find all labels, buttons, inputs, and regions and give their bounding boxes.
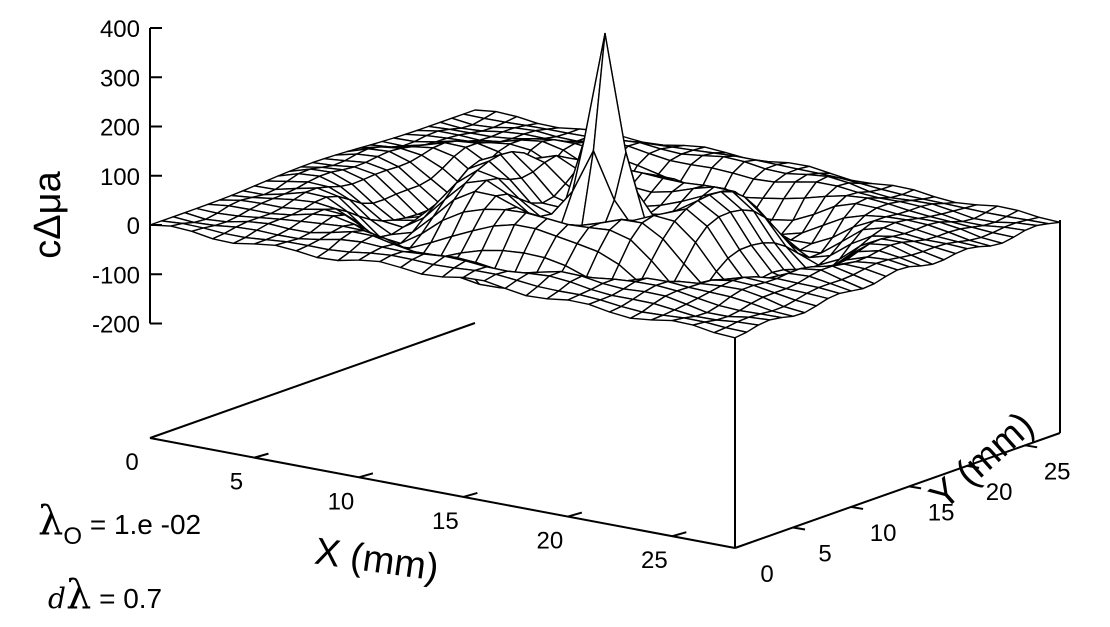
x-tick-mark xyxy=(672,531,687,538)
y-tick-label: 5 xyxy=(818,540,831,567)
y-tick-mark xyxy=(792,526,806,531)
x-tick-mark xyxy=(567,511,583,518)
y-tick-mark xyxy=(1025,444,1038,449)
x-tick-label: 10 xyxy=(328,488,355,515)
z-tick-label: 300 xyxy=(100,65,140,92)
z-axis-label: cΔμa xyxy=(27,170,69,258)
y-tick-mark xyxy=(850,505,864,510)
z-axis-ticks: 400 300 200 100 0 -100 -200 xyxy=(92,16,162,339)
surface-mesh xyxy=(149,32,1061,339)
z-tick-label: 200 xyxy=(100,115,140,142)
lambda-value: = 1.e -02 xyxy=(89,509,202,540)
z-tick-label: -100 xyxy=(92,262,140,289)
z-tick-label: 100 xyxy=(100,164,140,191)
y-tick-label: 15 xyxy=(928,499,955,526)
dlambda-symbol: λ xyxy=(65,572,92,618)
x-tick-mark xyxy=(254,452,269,459)
x-tick-label: 15 xyxy=(432,508,459,535)
y-tick-mark xyxy=(908,485,922,490)
back-floor-line xyxy=(149,322,476,439)
z-tick-label: 0 xyxy=(127,213,140,240)
lambda-subscript: O xyxy=(63,523,83,550)
z-tick-label: -200 xyxy=(92,312,140,339)
z-tick-label: 400 xyxy=(100,16,140,43)
x-tick-label: 20 xyxy=(537,528,564,555)
dlambda-value: = 0.7 xyxy=(99,583,163,614)
x-tick-mark xyxy=(463,491,478,498)
x-axis-line xyxy=(149,437,736,549)
x-tick-label: 5 xyxy=(230,469,243,496)
y-tick-label: 10 xyxy=(870,520,897,547)
y-axis-ticks: 0 5 10 15 20 25 xyxy=(760,444,1071,588)
lambda-parameter: λO = 1.e -02 xyxy=(38,498,202,550)
x-axis-ticks: 0 5 10 15 20 25 xyxy=(125,449,687,574)
d-symbol: d xyxy=(48,582,66,615)
y-tick-label: 25 xyxy=(1044,458,1071,485)
y-axis-line xyxy=(734,432,1061,549)
y-tick-label: 20 xyxy=(986,479,1013,506)
y-tick-label: 0 xyxy=(760,561,773,588)
x-tick-label: 0 xyxy=(125,449,138,476)
y-axis-label: Y (mm) xyxy=(922,404,1042,518)
y-tick-mark xyxy=(966,464,980,469)
x-axis-label: X (mm) xyxy=(312,531,441,590)
lambda-symbol: λ xyxy=(38,498,64,544)
surface-cell xyxy=(713,327,748,339)
x-tick-mark xyxy=(358,472,374,479)
x-tick-label: 25 xyxy=(641,547,668,574)
dlambda-parameter: dλ = 0.7 xyxy=(48,572,162,618)
